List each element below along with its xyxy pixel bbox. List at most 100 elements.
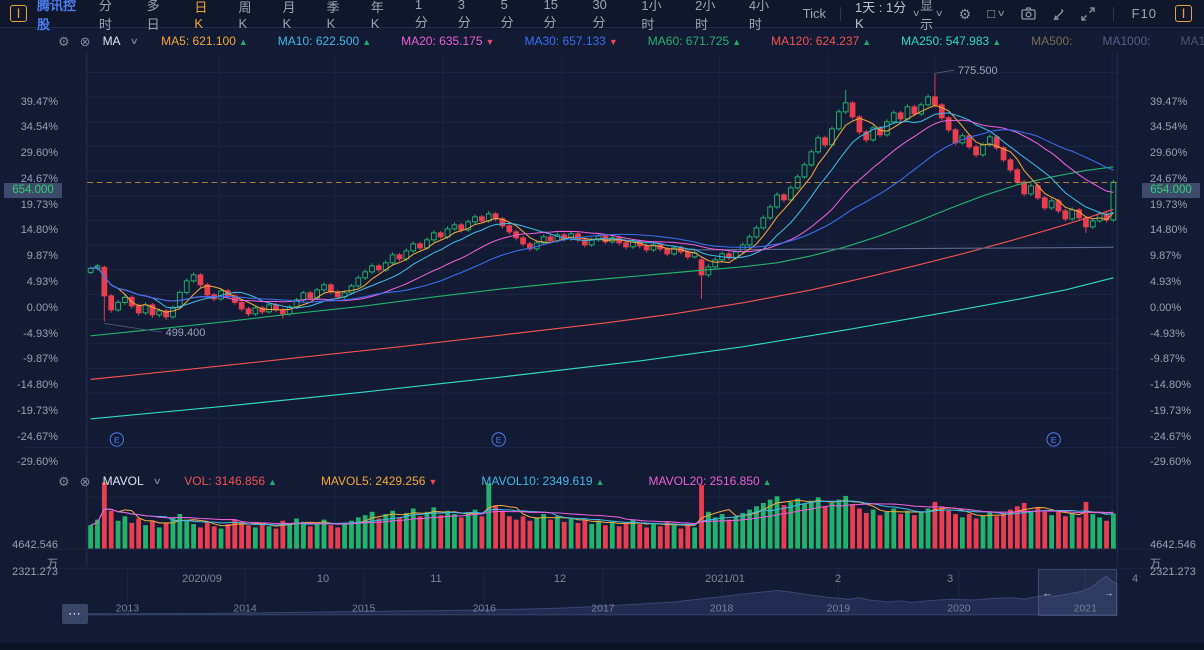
navigator: ← → 2013 2014 2015 2016 2017 2018 2019 2020 2021 <box>86 569 1118 616</box>
indicator-value-MAVOL5[interactable]: MAVOL5: 2429.256 ▼ <box>320 474 438 488</box>
settings-gear-icon[interactable]: ⚙ <box>958 5 972 22</box>
panel-toggle-icon[interactable]: | <box>1175 5 1192 22</box>
selection-right-handle[interactable]: → <box>1103 587 1114 599</box>
indicator-value-MA5[interactable]: MA5: 621.100 ▲ <box>161 34 248 48</box>
period-tab-1分[interactable]: 1分 <box>414 0 428 30</box>
period-tab-年K[interactable]: 年K <box>370 0 384 31</box>
top-toolbar: | 腾讯控股 分时 多日 日K 周K 月K 季K 年K 1分 3分 5分 15分 30分 1小时 2小时 4… <box>0 0 1204 32</box>
earnings-marker-icon <box>1046 432 1061 447</box>
date-axis-label: 10 <box>316 573 330 585</box>
ma-line-MA10 <box>90 112 1114 309</box>
low-callout-line <box>104 322 162 333</box>
more-ranges-button[interactable]: ⋯ <box>62 604 88 624</box>
display-dropdown[interactable]: 显示 ∨ <box>920 0 944 33</box>
ma-values: MA5: 621.100 ▲ MA10: 622.500 ▲ MA20: 635.175… <box>161 34 1204 48</box>
indicator-value-MA500[interactable]: MA500: <box>1031 34 1073 48</box>
period-tab-30分[interactable]: 30分 <box>592 0 607 30</box>
indicator-settings-icon[interactable]: ⚙ <box>58 33 70 49</box>
annotations: 775.500 499.400 <box>104 65 998 339</box>
chart-canvas[interactable]: 775.500 499.400 E E E ← → 2013 2014 2015 2016 2017 2… <box>0 28 1204 650</box>
period-tab-15分[interactable]: 15分 <box>543 0 558 30</box>
period-tab-1小时[interactable]: 1小时 <box>641 0 662 32</box>
grid-lines <box>25 52 1179 569</box>
ma-indicator-row: ⚙ ⊗ MA ∨ MA5: 621.100 ▲ MA10: 622.500 ▲ MA20… <box>58 31 1204 51</box>
mavol-values: VOL: 3146.856 ▲ MAVOL5: 2429.256 ▼ MAVOL10: … <box>184 474 771 488</box>
draw-pencil-icon[interactable] <box>1052 7 1065 20</box>
period-tab-季K[interactable]: 季K <box>326 0 340 31</box>
up-arrow-icon: ▲ <box>362 37 372 47</box>
navigator-year-label: 2018 <box>710 603 734 615</box>
period-tab-周K[interactable]: 周K <box>238 0 252 31</box>
up-arrow-icon: ▲ <box>762 477 772 487</box>
layout-square-icon: □ <box>987 6 995 21</box>
period-tab-5分[interactable]: 5分 <box>500 0 514 30</box>
indicator-value-MA1[interactable]: MA1: <box>1180 34 1204 48</box>
period-tab-分时[interactable]: 分时 <box>98 0 112 32</box>
period-tab-Tick[interactable]: Tick <box>802 6 826 21</box>
mavol-line-10 <box>90 500 1114 526</box>
candlestick-series <box>87 73 1117 322</box>
indicator-group-label[interactable]: MA <box>102 34 121 48</box>
mavol-line-5 <box>90 499 1114 527</box>
date-axis-label: 2020/09 <box>182 573 222 585</box>
period-tab-2小时[interactable]: 2小时 <box>695 0 716 32</box>
indicator-group-label[interactable]: MAVOL <box>102 474 144 488</box>
indicator-close-icon[interactable]: ⊗ <box>79 473 91 489</box>
indicator-value-MA60[interactable]: MA60: 671.725 ▲ <box>647 34 742 48</box>
indicator-value-MA10[interactable]: MA10: 622.500 ▲ <box>277 34 372 48</box>
ma-line-MA20 <box>90 119 1114 303</box>
indicator-value-MA120[interactable]: MA120: 624.237 ▲ <box>771 34 872 48</box>
chevron-down-icon: ∨ <box>129 35 139 46</box>
date-axis-label: 12 <box>553 573 567 585</box>
ma-line-MA500 <box>680 246 1114 251</box>
indicator-settings-icon[interactable]: ⚙ <box>58 473 70 489</box>
indicator-value-VOL[interactable]: VOL: 3146.856 ▲ <box>184 474 277 488</box>
indicator-value-MA250[interactable]: MA250: 547.983 ▲ <box>901 34 1002 48</box>
period-tab-多日[interactable]: 多日 <box>146 0 160 32</box>
up-arrow-icon: ▲ <box>862 37 872 47</box>
high-callout-line <box>934 69 955 74</box>
high-price-label: 775.500 <box>958 65 998 77</box>
ma-overlay-lines <box>90 104 1114 420</box>
selection-left-handle[interactable]: ← <box>1042 587 1053 599</box>
earnings-marker-letter: E <box>114 435 120 445</box>
ma-line-MA60 <box>90 166 1114 337</box>
chevron-down-icon: ∨ <box>152 475 162 486</box>
current-price-value: 654.000 <box>1150 184 1192 196</box>
indicator-value-MA1000[interactable]: MA1000: <box>1102 34 1151 48</box>
ma-line-MA250 <box>90 277 1114 420</box>
date-axis-label: 11 <box>430 573 442 585</box>
indicator-value-MA30[interactable]: MA30: 657.133 ▼ <box>524 34 618 48</box>
period-tab-4小时[interactable]: 4小时 <box>748 0 770 32</box>
period-tab-月K[interactable]: 月K <box>282 0 296 31</box>
navigator-area-chart <box>86 575 1118 616</box>
up-arrow-icon: ▲ <box>268 477 277 487</box>
chevron-down-icon: ∨ <box>912 8 922 18</box>
low-price-label: 499.400 <box>166 327 206 339</box>
indicator-value-MAVOL10[interactable]: MAVOL10: 2349.619 ▲ <box>481 474 605 488</box>
screenshot-camera-icon[interactable] <box>1020 7 1036 20</box>
f10-button[interactable]: F10 <box>1131 6 1157 21</box>
panel-tab-icon[interactable]: | <box>10 5 27 22</box>
indicator-value-MAVOL20[interactable]: MAVOL20: 2516.850 ▲ <box>648 474 772 488</box>
period-tab-3分[interactable]: 3分 <box>457 0 471 30</box>
period-tab-日K[interactable]: 日K <box>194 0 208 31</box>
ma-line-MA30 <box>90 129 1114 303</box>
earnings-marker-icon <box>109 432 125 447</box>
navigator-year-label: 2020 <box>947 603 971 615</box>
current-price-tag-right: 654.000 <box>1142 183 1200 198</box>
symbol-name[interactable]: 腾讯控股 <box>37 0 77 32</box>
ma-line-MA5 <box>90 104 1114 313</box>
earnings-marker-icon <box>491 432 506 447</box>
ma-line-MA120 <box>90 208 1114 380</box>
fullscreen-expand-icon[interactable] <box>1080 6 1095 21</box>
indicator-close-icon[interactable]: ⊗ <box>79 33 91 49</box>
earnings-marker-letter: E <box>1051 435 1057 445</box>
indicator-value-MA20[interactable]: MA20: 635.175 ▼ <box>401 34 495 48</box>
current-price-tag-left: 654.000 <box>4 183 62 198</box>
navigator-selection-window[interactable] <box>1038 569 1118 616</box>
navigator-year-label: 2021 <box>1074 603 1098 615</box>
layout-dropdown[interactable]: □ ∨ <box>987 6 1006 21</box>
custom-period-dropdown[interactable]: 1天 : 1分K ∨ <box>855 0 922 31</box>
